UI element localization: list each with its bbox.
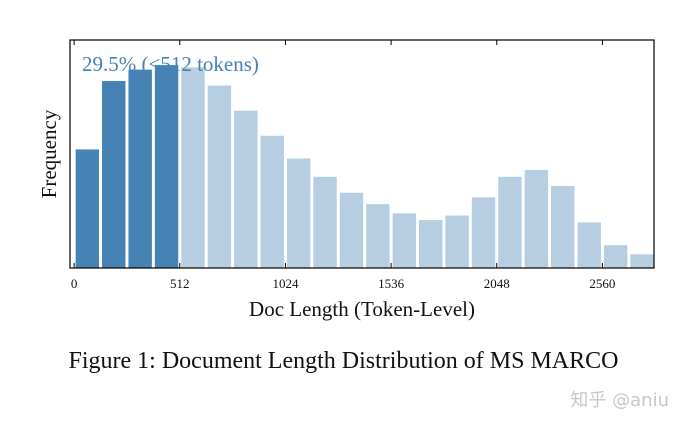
bar-1280 [339,192,364,268]
x-tick-label: 512 [170,276,190,291]
bar-1664 [419,220,443,268]
bar-384 [154,65,179,268]
bar-768 [234,110,258,269]
bar-2048 [498,176,522,268]
y-axis-label: Frequency [37,109,61,198]
x-tick-label: 2048 [484,276,510,291]
plot-frame [69,39,655,269]
bar-512 [181,67,205,268]
bar-896 [260,135,284,268]
x-ticks-group: 0 512 1024 1536 2048 2560 [71,40,615,291]
annotation-text: 29.5% (<512 tokens) [82,52,259,76]
bar-2560 [603,245,628,268]
figure-caption: Figure 1: Document Length Distribution o… [68,348,619,374]
bar-640 [207,85,232,268]
bars-group [75,65,654,269]
bar-128 [102,81,126,268]
bar-1152 [313,176,337,268]
x-tick-label: 1536 [378,276,405,291]
bar-2432 [577,222,601,268]
bar-256 [128,69,152,268]
bar-2176 [524,169,549,268]
watermark: 知乎 @aniu [570,390,669,411]
x-tick-label: 1024 [272,276,299,291]
x-tick-label: 2560 [589,276,615,291]
bar-1024 [286,158,311,268]
bar-1792 [445,215,469,268]
bar-2688 [630,254,654,268]
x-axis-label: Doc Length (Token-Level) [249,297,475,321]
histogram-chart: 0 512 1024 1536 2048 2560 29.5% (<512 tokens)… [37,39,655,321]
bar-0 [75,149,100,268]
bar-2304 [551,185,575,268]
x-tick-label: 0 [71,276,78,291]
bar-1920 [471,197,496,268]
bar-1536 [392,213,417,268]
bar-1408 [366,204,390,268]
